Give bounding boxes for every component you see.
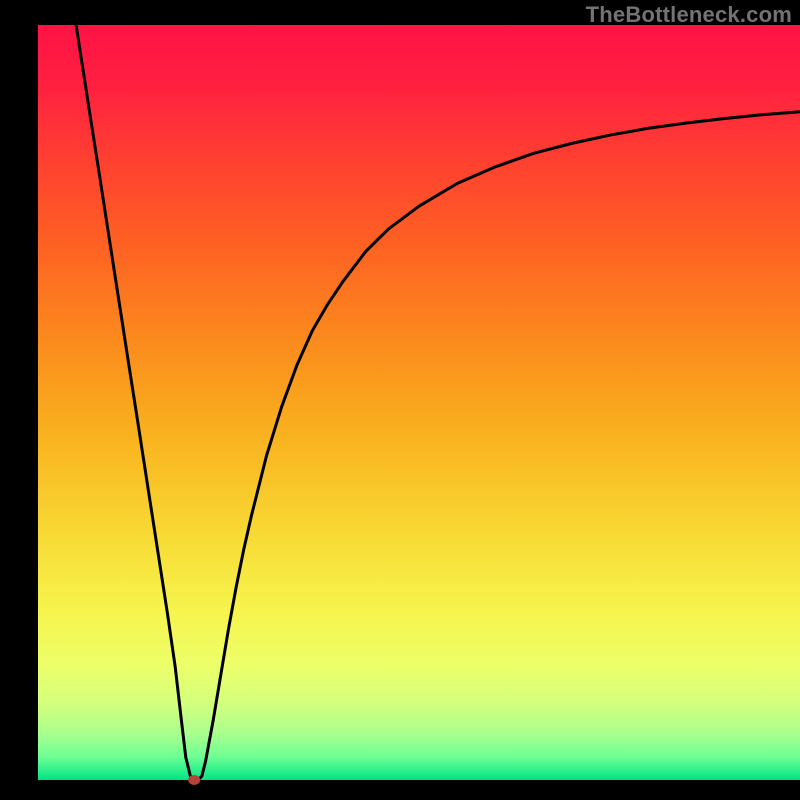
chart-container: TheBottleneck.com xyxy=(0,0,800,800)
gradient-plot-area xyxy=(38,25,800,780)
chart-svg xyxy=(0,0,800,800)
minimum-marker xyxy=(188,775,200,785)
watermark-text: TheBottleneck.com xyxy=(586,2,792,28)
